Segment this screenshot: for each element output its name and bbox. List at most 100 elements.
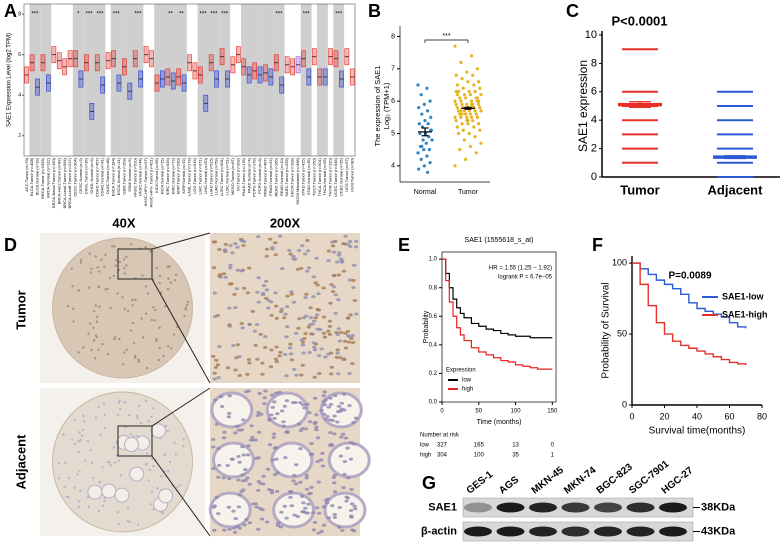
cell bbox=[235, 424, 240, 428]
cell bbox=[73, 418, 77, 421]
cell bbox=[331, 250, 337, 254]
cell bbox=[330, 290, 336, 294]
cell bbox=[222, 430, 227, 434]
cell bbox=[329, 365, 335, 369]
cell bbox=[285, 294, 290, 298]
blot-band bbox=[496, 502, 525, 513]
y-tick-label: 8 bbox=[18, 11, 21, 17]
cell bbox=[246, 266, 252, 270]
cell bbox=[348, 313, 353, 317]
y-axis-label: Probability of Survival bbox=[601, 282, 612, 378]
significance: *** bbox=[442, 33, 450, 40]
cell bbox=[169, 347, 173, 350]
legend-label: SAE1-high bbox=[722, 309, 768, 319]
cell bbox=[309, 332, 314, 336]
cell bbox=[133, 354, 137, 358]
pair-shade bbox=[132, 4, 144, 156]
cell bbox=[266, 298, 271, 302]
cell bbox=[122, 258, 126, 261]
data-point bbox=[471, 73, 475, 77]
cell bbox=[82, 414, 85, 417]
y-tick-label: 8 bbox=[591, 57, 597, 69]
cell bbox=[314, 506, 320, 510]
cell bbox=[119, 474, 123, 477]
cell bbox=[262, 396, 267, 400]
cell bbox=[144, 399, 148, 402]
lane-label: AGS bbox=[497, 474, 521, 496]
cell bbox=[328, 431, 333, 435]
blot-band bbox=[626, 526, 655, 537]
x-tick-label: PRAD.Normal (n=52) bbox=[268, 157, 273, 196]
data-point bbox=[422, 102, 426, 106]
cell bbox=[250, 309, 256, 313]
cell bbox=[352, 504, 357, 508]
cell bbox=[342, 357, 347, 361]
cell bbox=[90, 461, 94, 464]
cell bbox=[241, 244, 246, 248]
cell bbox=[296, 422, 302, 426]
cell bbox=[246, 453, 251, 457]
x-tick-label: SARC.Tumor (n=259) bbox=[284, 157, 289, 196]
cell bbox=[341, 269, 347, 273]
cell bbox=[78, 431, 81, 434]
cell bbox=[86, 439, 90, 443]
cell bbox=[109, 306, 112, 310]
cell bbox=[97, 285, 101, 288]
cell bbox=[217, 247, 222, 251]
cell bbox=[240, 445, 245, 449]
cell bbox=[311, 341, 317, 345]
cell bbox=[246, 389, 251, 393]
cell bbox=[173, 279, 177, 282]
cell bbox=[312, 396, 318, 400]
cell bbox=[307, 351, 312, 355]
cell bbox=[317, 372, 322, 376]
cell bbox=[113, 245, 116, 248]
pair-shade bbox=[208, 4, 220, 156]
cell bbox=[136, 434, 139, 438]
cell bbox=[166, 265, 170, 269]
cell bbox=[137, 404, 141, 407]
cell bbox=[256, 276, 261, 280]
data-point bbox=[464, 96, 468, 100]
x-axis-label: Survival time(months) bbox=[649, 426, 746, 437]
significance: *** bbox=[86, 12, 94, 18]
cell bbox=[343, 436, 349, 440]
zoom-box bbox=[117, 425, 153, 457]
cell bbox=[321, 331, 327, 335]
annotation: logrank P = 6.7e−05 bbox=[498, 275, 553, 281]
cell bbox=[154, 308, 157, 312]
gland bbox=[87, 484, 103, 500]
cell bbox=[63, 461, 67, 464]
cell bbox=[183, 315, 186, 318]
cell bbox=[308, 316, 314, 320]
cell bbox=[348, 457, 354, 461]
cell bbox=[241, 240, 247, 244]
pair-shade bbox=[241, 4, 252, 156]
significance: *** bbox=[113, 12, 121, 18]
legend-label: low bbox=[462, 378, 472, 384]
cell bbox=[227, 323, 232, 327]
data-point bbox=[479, 141, 483, 145]
cell bbox=[278, 350, 283, 354]
cell bbox=[92, 326, 95, 329]
cell bbox=[264, 247, 270, 251]
cell bbox=[263, 335, 268, 339]
x-tick-label: PCPG.Tumor (n=179) bbox=[252, 157, 257, 197]
pair-shade bbox=[165, 4, 176, 156]
cell bbox=[237, 460, 242, 464]
x-tick-label: HNSC.Normal (n=44) bbox=[138, 157, 143, 196]
cell bbox=[323, 398, 328, 402]
cell bbox=[222, 528, 227, 532]
cell bbox=[106, 287, 109, 290]
cell bbox=[242, 286, 247, 290]
x-tick-label: THCA.Normal (n=59) bbox=[322, 157, 327, 195]
cell bbox=[67, 477, 71, 480]
significance: *** bbox=[276, 12, 284, 18]
x-tick-label: HNSC.Tumor (n=520) bbox=[132, 157, 137, 197]
cell bbox=[235, 245, 240, 249]
cell bbox=[131, 298, 134, 302]
cell bbox=[182, 445, 185, 448]
cell bbox=[272, 432, 277, 436]
cell bbox=[294, 463, 299, 467]
pair-shade bbox=[175, 4, 187, 156]
